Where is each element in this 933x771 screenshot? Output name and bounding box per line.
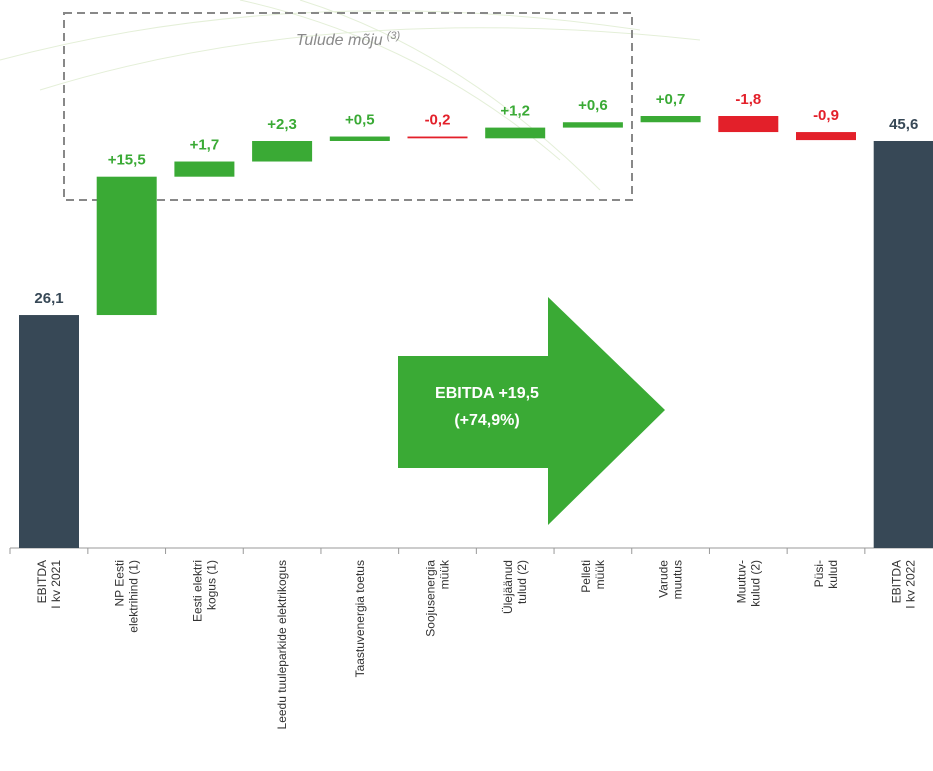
value-label: +1,2 <box>500 103 530 120</box>
x-tick-label: I kv 2021 <box>49 560 63 609</box>
x-tick-label: I kv 2022 <box>904 560 918 609</box>
x-tick-label: Soojusenergia <box>424 560 438 637</box>
annotation-text: Tulude mõju <box>296 32 383 49</box>
value-label: +0,6 <box>578 97 608 114</box>
x-tick-label: Varude <box>657 560 671 598</box>
x-tick-label: müük <box>593 559 607 589</box>
value-label: +2,3 <box>267 116 297 133</box>
x-tick-label: Muutuv- <box>734 560 748 603</box>
bar <box>640 116 701 123</box>
value-label: -0,9 <box>813 107 839 124</box>
bar <box>174 161 235 177</box>
value-label: -0,2 <box>425 112 451 129</box>
bar <box>873 140 933 548</box>
x-tick-label: Taastuvenergia toetus <box>353 560 367 677</box>
x-tick-label: Ülejäänud <box>501 560 515 614</box>
bar <box>19 315 79 548</box>
x-tick-label: EBITDA <box>890 560 904 603</box>
value-label: +0,5 <box>345 112 375 129</box>
background-curves <box>0 0 701 191</box>
x-tick-label: elektrihind (1) <box>127 560 141 633</box>
bar <box>96 176 157 316</box>
bar <box>485 127 546 139</box>
value-label: -1,8 <box>735 91 761 108</box>
bar <box>252 140 313 162</box>
x-tick-label: müük <box>438 559 452 589</box>
x-tick-label: NP Eesti <box>113 560 127 606</box>
x-tick-label: Eesti elektri <box>190 560 204 622</box>
x-tick-label: kulud <box>826 560 840 589</box>
x-tick-label: EBITDA <box>35 560 49 603</box>
x-tick-label: Pelleti <box>579 560 593 593</box>
bar <box>407 136 468 139</box>
annotation-note: (3) <box>387 30 401 42</box>
x-tick-label: Leedu tuuleparkide elektrikogus <box>275 560 289 729</box>
value-label: 45,6 <box>889 116 918 133</box>
arrow-label: EBITDA +19,5 <box>435 385 539 402</box>
value-label: +1,7 <box>190 137 220 154</box>
x-tick-label: kogus (1) <box>204 560 218 610</box>
value-label: +0,7 <box>656 91 686 108</box>
value-label: 26,1 <box>34 290 63 307</box>
annotation: Tulude mõju (3) <box>296 30 401 49</box>
bar <box>562 122 623 128</box>
x-tick-label: tulud (2) <box>515 560 529 604</box>
value-label: +15,5 <box>108 152 146 169</box>
bar <box>796 132 856 141</box>
x-tick-label: kulud (2) <box>748 560 762 607</box>
arrow-label: (+74,9%) <box>454 412 519 429</box>
bar <box>329 136 390 141</box>
arrow <box>398 297 665 525</box>
x-tick-label: Püsi- <box>812 560 826 587</box>
bar <box>718 116 779 133</box>
x-tick-label: muutus <box>671 560 685 599</box>
